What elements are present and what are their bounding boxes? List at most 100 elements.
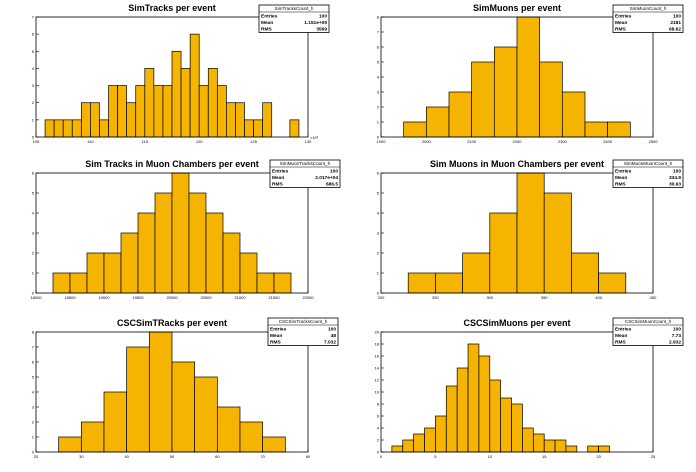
histogram-bin-bar	[543, 439, 556, 453]
x-tick-label: 21500	[268, 295, 280, 300]
histogram-bin-bar	[44, 119, 55, 138]
y-tick-label: 3	[377, 90, 380, 95]
x-tick-label: 10	[488, 454, 493, 459]
y-tick-label: 16	[375, 354, 380, 359]
histogram-bin-bar	[108, 85, 118, 138]
stats-box-frame	[258, 4, 330, 33]
histogram-bin-bar	[445, 385, 458, 453]
histogram-bin-bar	[489, 379, 502, 453]
y-tick-label: 7	[377, 30, 380, 35]
stats-row-key: RMS	[272, 182, 283, 188]
stats-box-frame	[267, 317, 339, 346]
histogram-bin-bar	[99, 119, 109, 138]
histogram-bin-bar	[188, 192, 207, 294]
stats-box: SimTracksCount_h Entries 100 Mean 1.151e+05 R…	[258, 4, 330, 33]
stats-row-key: Mean	[272, 175, 284, 181]
y-tick-label: 8	[377, 402, 380, 407]
stats-box-frame	[612, 4, 684, 33]
histogram-bin-bar	[103, 391, 128, 453]
histogram-bin-bar	[500, 397, 512, 453]
histogram-bin-bar	[120, 232, 139, 294]
y-tick-label: 4	[377, 75, 380, 80]
histogram-bin-bar	[511, 403, 523, 453]
histogram-bin-bar	[239, 421, 264, 453]
histogram-bin-bar	[80, 421, 105, 453]
stats-row-value: 1.151e+05	[304, 20, 327, 26]
y-tick-label: 18	[375, 342, 380, 347]
histogram-bin-bar	[235, 102, 245, 138]
x-tick-label: 18500	[64, 295, 76, 300]
x-tick-label: 105	[33, 139, 40, 144]
y-tick-label: 5	[32, 191, 35, 196]
histogram-title: SimMuons per event	[473, 3, 561, 13]
histogram-bin-bar	[62, 119, 73, 138]
histogram-bin-bar	[207, 68, 218, 138]
histogram-bin-bar	[262, 436, 286, 453]
histogram-bin-bar	[462, 252, 491, 294]
histogram-bin-bar	[171, 172, 190, 294]
histogram-bin-bar	[86, 252, 105, 294]
histogram-bin-bar	[539, 61, 563, 138]
stats-histogram-name: SimMuonCount_h	[630, 6, 667, 11]
stats-row-key: Mean	[615, 175, 627, 181]
histogram-bin-bar	[103, 252, 122, 294]
y-tick-label: 2	[377, 438, 380, 443]
stats-row-value: 686.5	[326, 182, 338, 188]
stats-box: SimMuonMuonCount_h Entries 100 Mean 334.9 RMS…	[612, 159, 684, 188]
histogram-panel: Sim Muons in Muon Chambers per event 200 2…	[377, 159, 684, 300]
x-tick-label: 20	[34, 454, 39, 459]
y-tick-label: 1	[377, 271, 380, 276]
histogram-bin-bar	[126, 102, 137, 138]
stats-row-key: RMS	[615, 27, 626, 33]
x-axis-exponent: ×10³	[310, 135, 319, 140]
stats-row-value: 100	[673, 327, 681, 333]
y-tick-label: 10	[375, 390, 380, 395]
histogram-bin-bar	[153, 85, 164, 138]
histogram-panel: Sim Tracks in Muon Chambers per event 180…	[30, 159, 341, 300]
stats-row-value: 100	[330, 169, 338, 175]
histogram-bin-bar	[180, 68, 191, 138]
x-tick-label: 200	[378, 295, 385, 300]
y-tick-label: 4	[377, 211, 380, 216]
x-tick-label: 300	[486, 295, 493, 300]
y-tick-label: 0	[32, 291, 35, 296]
histogram-bin-bar	[137, 212, 156, 294]
stats-row-key: RMS	[615, 182, 626, 188]
x-tick-label: 2200	[513, 139, 523, 144]
x-tick-label: 400	[595, 295, 602, 300]
stats-row-value: 68.62	[669, 27, 681, 33]
histogram-bin-bar	[413, 433, 425, 453]
y-tick-label: 7	[32, 15, 35, 20]
histogram-bin-bar	[80, 102, 91, 138]
stats-row-key: Mean	[261, 20, 273, 26]
histogram-bin-bar	[171, 361, 196, 453]
histogram-bin-bar	[532, 433, 545, 453]
histogram-bin-bar	[584, 121, 609, 138]
histogram-bin-bar	[598, 445, 610, 453]
stats-box: CSCSimTracksCount_h Entries 100 Mean 48 RMS 7.…	[267, 317, 339, 346]
stats-row-key: Mean	[615, 333, 627, 339]
stats-row-key: Entries	[615, 327, 632, 333]
y-tick-label: 7	[32, 345, 35, 350]
histogram-bin-bar	[205, 212, 224, 294]
histogram-bin-bar	[117, 85, 128, 138]
histogram-bin-bar	[493, 46, 518, 138]
x-tick-label: 15	[542, 454, 547, 459]
histogram-bin-bar	[226, 102, 236, 138]
y-tick-label: 5	[377, 60, 380, 65]
histogram-bin-bar	[554, 439, 567, 453]
stats-box: SimMuonCount_h Entries 100 Mean 2181 RMS 68.62	[612, 4, 684, 33]
histogram-bin-bar	[391, 445, 404, 453]
histogram-bin-bar	[571, 252, 599, 294]
x-tick-label: 20	[596, 454, 601, 459]
histogram-title: Sim Tracks in Muon Chambers per event	[85, 159, 259, 169]
y-tick-label: 1	[32, 117, 35, 122]
histogram-bin-bar	[273, 272, 292, 294]
y-tick-label: 0	[377, 291, 380, 296]
stats-row-value: 2181	[670, 20, 681, 26]
histogram-bin-bar	[587, 445, 599, 453]
histogram-bin-bar	[71, 119, 82, 138]
histogram-bin-bar	[52, 272, 71, 294]
